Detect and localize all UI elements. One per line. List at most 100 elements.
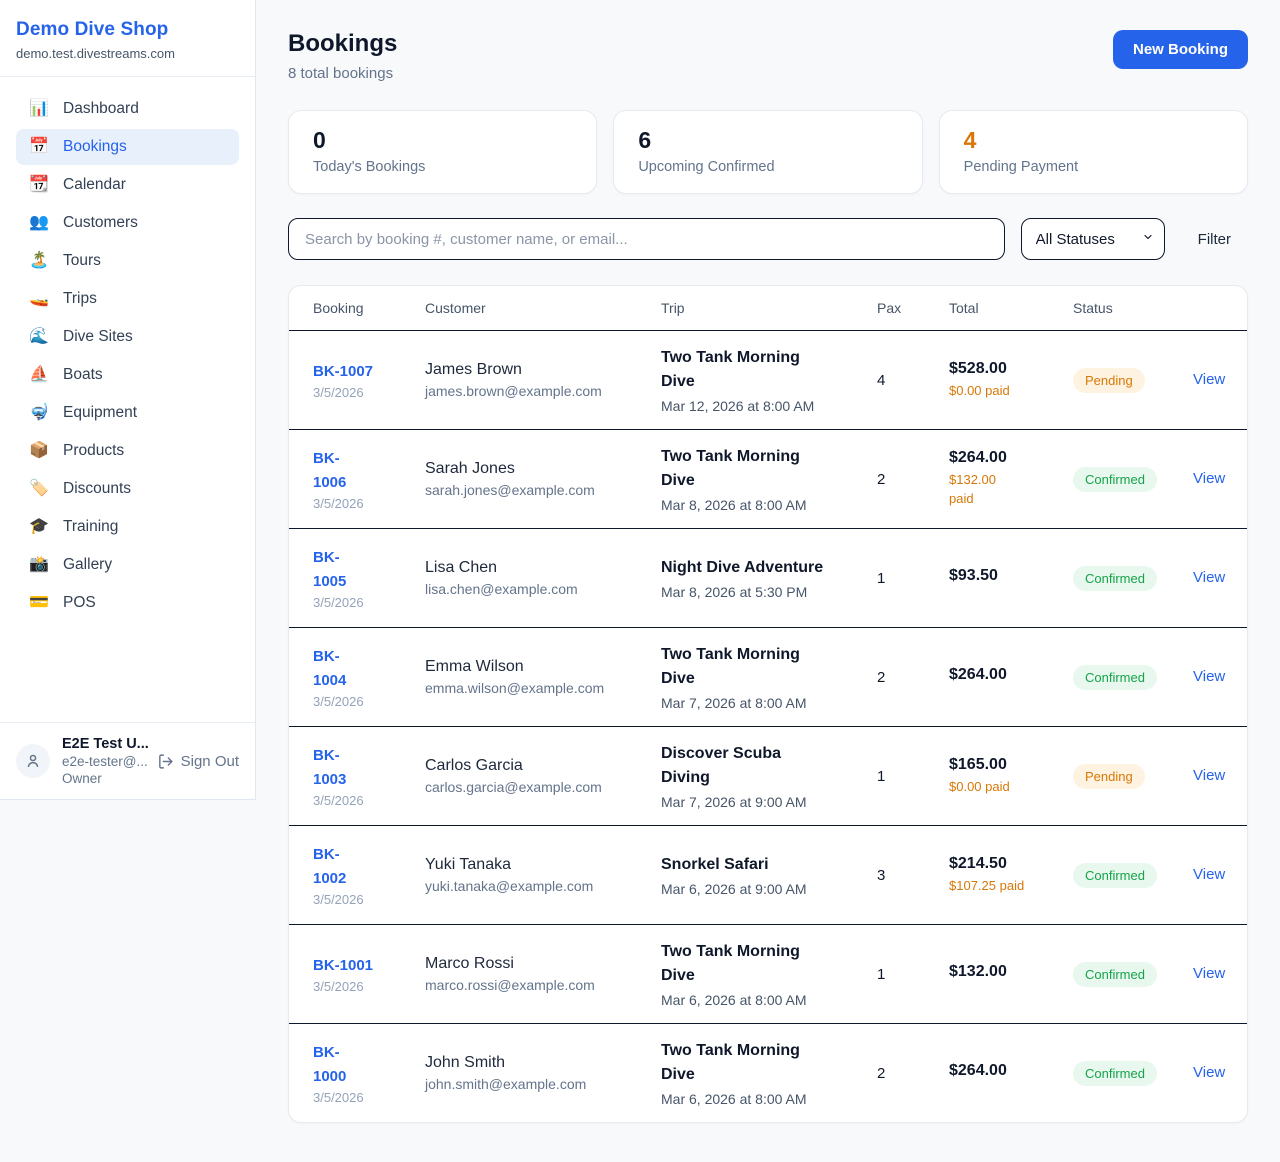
sidebar-item-label: Equipment: [63, 404, 138, 421]
sidebar-item[interactable]: 🏝️ Tours: [16, 243, 239, 279]
view-link[interactable]: View: [1193, 371, 1226, 388]
credit-card-icon: 💳: [29, 594, 49, 611]
stat-value: 0: [313, 127, 326, 153]
booking-link[interactable]: BK- 1004: [313, 648, 347, 689]
view-link[interactable]: View: [1193, 668, 1226, 685]
sidebar-item[interactable]: ⛵ Boats: [16, 357, 239, 393]
total-cell: $132.00: [949, 963, 1073, 985]
paid-amount: $0.00 paid: [949, 382, 1010, 398]
total-cell: $93.50: [949, 567, 1073, 589]
booking-link[interactable]: BK-1007: [313, 362, 374, 380]
view-link[interactable]: View: [1193, 767, 1226, 784]
booking-link[interactable]: BK- 1003: [313, 747, 347, 788]
booking-date: 3/5/2026: [313, 891, 364, 907]
total-amount: $93.50: [949, 567, 998, 584]
pax-cell: 2: [877, 1064, 886, 1082]
total-cell: $264.00: [949, 666, 1073, 688]
customer-email: james.brown@example.com: [425, 383, 602, 399]
trip-name: Night Dive Adventure: [661, 559, 824, 576]
avatar: [16, 744, 50, 778]
sidebar-item[interactable]: 📸 Gallery: [16, 547, 239, 583]
view-link[interactable]: View: [1193, 965, 1226, 982]
trip-time: Mar 6, 2026 at 8:00 AM: [661, 992, 807, 1008]
brand-domain: demo.test.divestreams.com: [16, 46, 175, 61]
total-cell: $528.00 $0.00 paid: [949, 360, 1073, 401]
person-icon: [27, 754, 39, 767]
booking-date: 3/5/2026: [313, 693, 364, 709]
search-input[interactable]: [288, 218, 1005, 260]
sidebar-item[interactable]: 👥 Customers: [16, 205, 239, 241]
status-cell: Confirmed: [1073, 1060, 1193, 1086]
view-link[interactable]: View: [1193, 1064, 1226, 1081]
booking-link[interactable]: BK- 1000: [313, 1044, 347, 1085]
customer-cell: Marco Rossi marco.rossi@example.com: [425, 955, 661, 993]
bar-chart-icon: 📊: [29, 100, 49, 117]
sidebar-item[interactable]: 📅 Bookings: [16, 129, 239, 165]
sign-out-label: Sign Out: [180, 752, 239, 770]
booking-cell: BK-1001 3/5/2026: [313, 954, 425, 994]
booking-link[interactable]: BK- 1005: [313, 549, 347, 590]
customer-email: yuki.tanaka@example.com: [425, 878, 594, 894]
stat-label: Upcoming Confirmed: [638, 159, 775, 176]
stat-value: 4: [963, 127, 977, 153]
sailboat-icon: ⛵: [29, 366, 49, 383]
status-cell: Confirmed: [1073, 862, 1193, 888]
status-badge: Confirmed: [1073, 1060, 1157, 1086]
customer-name: James Brown: [425, 361, 522, 378]
table-row: BK- 1004 3/5/2026 Emma Wilson emma.wilso…: [289, 627, 1247, 726]
total-cell: $264.00 $132.00 paid: [949, 449, 1073, 509]
total-amount: $264.00: [949, 1062, 1007, 1079]
sidebar-item[interactable]: 🏷️ Discounts: [16, 471, 239, 507]
booking-link[interactable]: BK-1001: [313, 956, 374, 974]
total-cell: $214.50 $107.25 paid: [949, 855, 1073, 896]
view-link[interactable]: View: [1193, 866, 1226, 883]
customer-email: marco.rossi@example.com: [425, 977, 595, 993]
sidebar-item[interactable]: 📦 Products: [16, 433, 239, 469]
sidebar-item[interactable]: 🚤 Trips: [16, 281, 239, 317]
status-cell: Confirmed: [1073, 565, 1193, 591]
sidebar-item[interactable]: 📆 Calendar: [16, 167, 239, 203]
view-link[interactable]: View: [1193, 470, 1226, 487]
wave-icon: 🌊: [29, 328, 49, 345]
brand-name: Demo Dive Shop: [16, 19, 169, 40]
trip-time: Mar 8, 2026 at 8:00 AM: [661, 497, 807, 513]
brand: Demo Dive Shop demo.test.divestreams.com: [0, 0, 255, 77]
status-filter-select[interactable]: All Statuses: [1020, 218, 1165, 260]
booking-link[interactable]: BK- 1006: [313, 450, 347, 491]
trip-cell: Snorkel Safari Mar 6, 2026 at 9:00 AM: [661, 853, 877, 897]
paid-amount: $0.00 paid: [949, 778, 1010, 794]
customer-name: Sarah Jones: [425, 460, 515, 477]
trip-cell: Two Tank Morning Dive Mar 6, 2026 at 8:0…: [661, 1039, 877, 1107]
view-link[interactable]: View: [1193, 569, 1226, 586]
action-cell: View: [1193, 866, 1237, 884]
sidebar-item[interactable]: 🎓 Training: [16, 509, 239, 545]
action-cell: View: [1193, 965, 1237, 983]
column-header: Pax: [877, 300, 902, 316]
sign-out-button[interactable]: Sign Out: [157, 753, 239, 770]
total-amount: $132.00: [949, 963, 1007, 980]
sidebar-item[interactable]: 💳 POS: [16, 585, 239, 621]
filter-button[interactable]: Filter: [1197, 230, 1231, 248]
status-badge: Confirmed: [1073, 862, 1157, 888]
page-subtitle: 8 total bookings: [288, 65, 394, 82]
customer-email: emma.wilson@example.com: [425, 680, 605, 696]
user-name: E2E Test U...: [62, 736, 149, 752]
customer-cell: Emma Wilson emma.wilson@example.com: [425, 658, 661, 696]
status-cell: Pending: [1073, 367, 1193, 393]
customer-cell: Carlos Garcia carlos.garcia@example.com: [425, 757, 661, 795]
booking-cell: BK- 1004 3/5/2026: [313, 645, 425, 709]
sidebar-item[interactable]: 🤿 Equipment: [16, 395, 239, 431]
status-cell: Confirmed: [1073, 961, 1193, 987]
tear-off-calendar-icon: 📆: [29, 176, 49, 193]
booking-link[interactable]: BK- 1002: [313, 846, 347, 887]
sidebar-item[interactable]: 🌊 Dive Sites: [16, 319, 239, 355]
column-header: Customer: [425, 300, 486, 316]
total-amount: $264.00: [949, 666, 1007, 683]
table-row: BK-1001 3/5/2026 Marco Rossi marco.rossi…: [289, 924, 1247, 1023]
new-booking-button[interactable]: New Booking: [1112, 30, 1248, 69]
sidebar-item-label: Boats: [63, 366, 103, 383]
total-amount: $528.00: [949, 359, 1007, 377]
customer-email: carlos.garcia@example.com: [425, 779, 602, 795]
sidebar-item[interactable]: 📊 Dashboard: [16, 91, 239, 127]
package-icon: 📦: [29, 442, 49, 459]
